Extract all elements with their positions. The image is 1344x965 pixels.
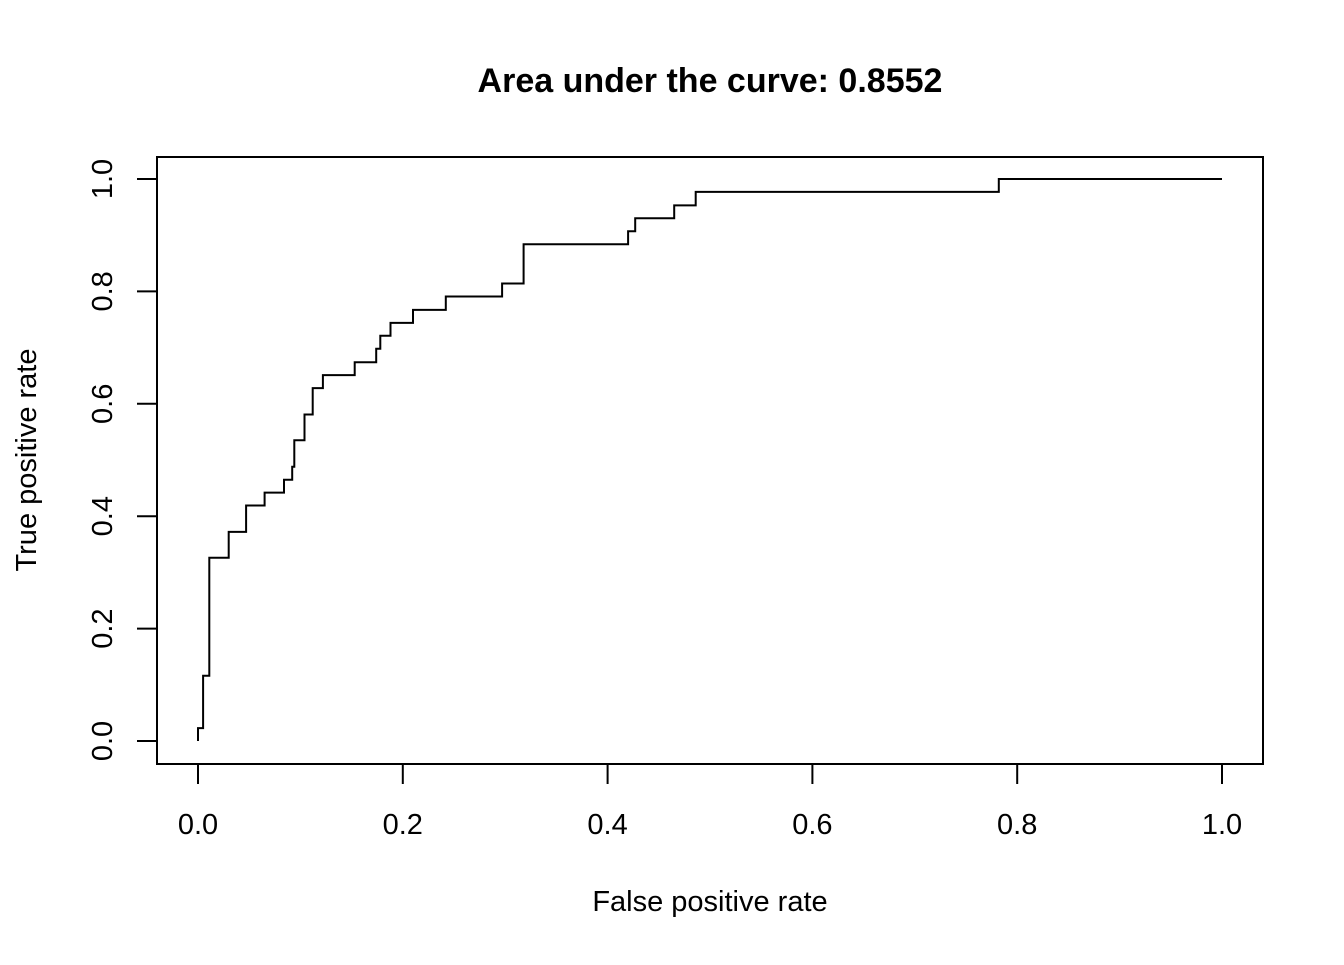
y-axis-label: True positive rate [11,349,43,572]
y-axis: 0.0 0.2 0.4 0.6 0.8 1.0 [87,159,158,761]
chart-title: Area under the curve: 0.8552 [478,62,943,100]
y-tick-label: 0.0 [87,721,119,761]
x-axis: 0.0 0.2 0.4 0.6 0.8 1.0 [178,763,1242,841]
x-axis-label: False positive rate [592,886,827,918]
y-tick-label: 1.0 [87,159,119,199]
x-tick-label: 0.8 [997,809,1037,841]
x-tick-label: 0.2 [383,809,423,841]
x-tick-label: 1.0 [1202,809,1242,841]
roc-curve-line [197,178,1222,741]
y-tick-label: 0.8 [87,271,119,311]
x-tick-label: 0.6 [792,809,832,841]
x-tick-label: 0.4 [587,809,627,841]
y-tick-label: 0.4 [87,496,119,536]
y-tick-label: 0.2 [87,608,119,648]
series-layer [197,178,1222,741]
y-tick-label: 0.6 [87,384,119,424]
plot-frame [156,156,1264,765]
x-tick-label: 0.0 [178,809,218,841]
